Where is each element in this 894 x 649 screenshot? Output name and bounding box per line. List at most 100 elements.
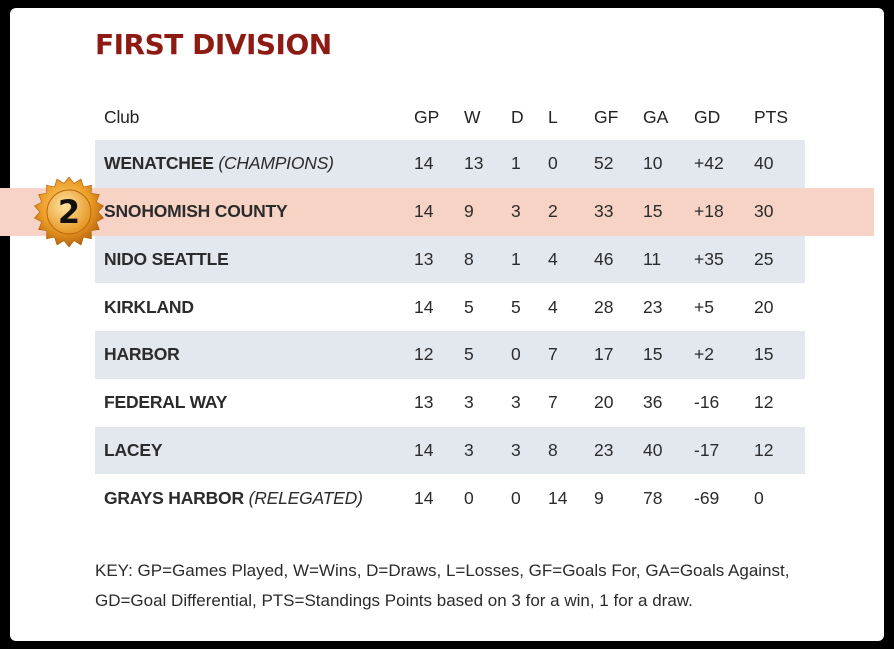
club-label: LACEY xyxy=(104,439,163,460)
cell-d: 0 xyxy=(511,344,521,365)
cell-gp: 13 xyxy=(414,248,434,269)
club-label: WENATCHEE xyxy=(104,153,214,174)
standings-card xyxy=(10,8,884,641)
cell-ga: 15 xyxy=(643,201,663,222)
page-title: FIRST DIVISION xyxy=(95,28,332,61)
club-name: LACEY xyxy=(95,440,405,461)
club-label: GRAYS HARBOR xyxy=(104,487,244,508)
medal-number: 2 xyxy=(57,193,81,231)
cell-l: 4 xyxy=(548,248,558,269)
cell-gf: 23 xyxy=(594,439,614,460)
cell-pts: 0 xyxy=(754,487,764,508)
medal-badge-icon xyxy=(34,176,104,248)
header-gp: GP xyxy=(414,106,440,127)
table-row: SNOHOMISH COUNTY 14 9 3 2 33 15 +18 30 xyxy=(0,187,874,236)
cell-l: 14 xyxy=(548,487,568,508)
cell-gp: 12 xyxy=(414,344,434,365)
club-name: WENATCHEE (CHAMPIONS) xyxy=(95,153,405,174)
header-gd: GD xyxy=(694,106,721,127)
cell-l: 0 xyxy=(548,153,558,174)
header-w: W xyxy=(464,106,481,127)
table-row: HARBOR 12 5 0 7 17 15 +2 15 xyxy=(95,331,805,379)
cell-d: 1 xyxy=(511,248,521,269)
header-l: L xyxy=(548,106,558,127)
club-label: SNOHOMISH COUNTY xyxy=(104,201,288,222)
cell-w: 8 xyxy=(464,248,474,269)
club-name: GRAYS HARBOR (RELEGATED) xyxy=(95,488,405,509)
cell-d: 1 xyxy=(511,153,521,174)
cell-w: 3 xyxy=(464,392,474,413)
table-row: LACEY 14 3 3 8 23 40 -17 12 xyxy=(95,426,805,475)
cell-w: 5 xyxy=(464,344,474,365)
club-name: KIRKLAND xyxy=(95,297,405,318)
club-name: FEDERAL WAY xyxy=(95,392,405,413)
cell-pts: 20 xyxy=(754,296,774,317)
cell-pts: 25 xyxy=(754,248,774,269)
header-gf: GF xyxy=(594,106,619,127)
cell-w: 13 xyxy=(464,153,484,174)
legend-key-text: KEY: GP=Games Played, W=Wins, D=Draws, L… xyxy=(95,561,790,610)
cell-gp: 13 xyxy=(414,392,434,413)
cell-d: 0 xyxy=(511,487,521,508)
cell-d: 3 xyxy=(511,439,521,460)
cell-gf: 20 xyxy=(594,392,614,413)
cell-pts: 12 xyxy=(754,392,774,413)
cell-ga: 36 xyxy=(643,392,663,413)
table-row: GRAYS HARBOR (RELEGATED) 14 0 0 14 9 78 -69 0 xyxy=(95,474,805,522)
table-row: WENATCHEE (CHAMPIONS) 14 13 1 0 52 10 +42 40 xyxy=(95,140,805,188)
cell-gd: -69 xyxy=(694,487,720,508)
cell-gp: 14 xyxy=(414,153,434,174)
club-label: KIRKLAND xyxy=(104,296,194,317)
cell-d: 3 xyxy=(511,201,521,222)
table-row: FEDERAL WAY 13 3 3 7 20 36 -16 12 xyxy=(95,379,805,427)
cell-gf: 52 xyxy=(594,153,614,174)
cell-w: 0 xyxy=(464,487,474,508)
cell-gd: -17 xyxy=(694,439,720,460)
cell-gf: 17 xyxy=(594,344,614,365)
table-row: NIDO SEATTLE 13 8 1 4 46 11 +35 25 xyxy=(95,235,805,284)
cell-l: 8 xyxy=(548,439,558,460)
cell-w: 5 xyxy=(464,296,474,317)
standings-table: Club GP W D L GF GA GD PTS WENATCHEE (CH… xyxy=(0,94,874,522)
cell-ga: 23 xyxy=(643,296,663,317)
club-label: FEDERAL WAY xyxy=(104,392,228,413)
cell-gd: +35 xyxy=(694,248,724,269)
cell-l: 4 xyxy=(548,296,558,317)
table-header-row: Club GP W D L GF GA GD PTS xyxy=(95,94,805,140)
cell-w: 3 xyxy=(464,439,474,460)
cell-gp: 14 xyxy=(414,201,434,222)
cell-ga: 11 xyxy=(643,248,662,269)
cell-gf: 46 xyxy=(594,248,614,269)
cell-pts: 12 xyxy=(754,439,774,460)
cell-gp: 14 xyxy=(414,487,434,508)
cell-gf: 28 xyxy=(594,296,614,317)
cell-pts: 15 xyxy=(754,344,774,365)
cell-gp: 14 xyxy=(414,296,434,317)
club-label: NIDO SEATTLE xyxy=(104,248,229,269)
club-status-note: (CHAMPIONS) xyxy=(218,153,334,174)
cell-l: 2 xyxy=(548,201,558,222)
cell-w: 9 xyxy=(464,201,474,222)
club-name: NIDO SEATTLE xyxy=(95,249,405,270)
cell-gf: 9 xyxy=(594,487,604,508)
club-label: HARBOR xyxy=(104,344,180,365)
cell-gd: +42 xyxy=(694,153,724,174)
table-row: KIRKLAND 14 5 5 4 28 23 +5 20 xyxy=(95,283,805,331)
cell-ga: 10 xyxy=(643,153,663,174)
header-d: D xyxy=(511,106,524,127)
cell-gf: 33 xyxy=(594,201,614,222)
cell-gd: -16 xyxy=(694,392,720,413)
cell-gp: 14 xyxy=(414,439,434,460)
cell-d: 5 xyxy=(511,296,521,317)
cell-ga: 78 xyxy=(643,487,663,508)
club-status-note: (RELEGATED) xyxy=(248,487,363,508)
header-pts: PTS xyxy=(754,106,789,127)
club-name: HARBOR xyxy=(95,344,405,365)
cell-pts: 40 xyxy=(754,153,774,174)
cell-l: 7 xyxy=(548,392,558,413)
header-ga: GA xyxy=(643,106,669,127)
header-club: Club xyxy=(104,106,140,127)
cell-l: 7 xyxy=(548,344,558,365)
cell-gd: +2 xyxy=(694,344,714,365)
cell-d: 3 xyxy=(511,392,521,413)
